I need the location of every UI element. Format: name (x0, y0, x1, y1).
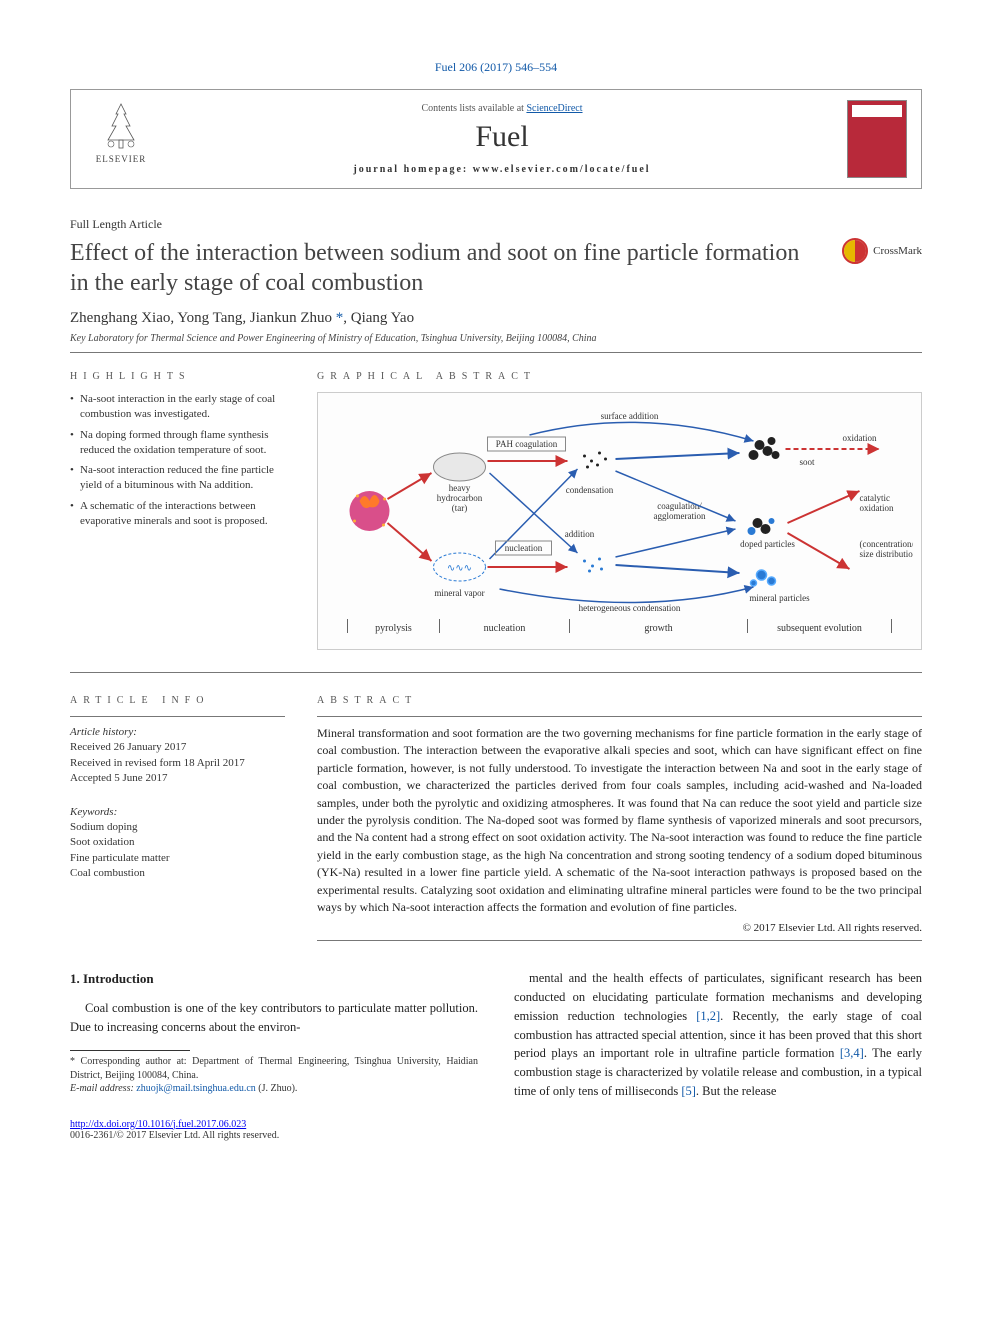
issn-line: 0016-2361/© 2017 Elsevier Ltd. All right… (70, 1130, 922, 1141)
highlights-heading: highlights (70, 371, 285, 382)
ga-heading: graphical abstract (317, 371, 922, 382)
svg-text:oxidation: oxidation (843, 433, 877, 443)
accepted-date: Accepted 5 June 2017 (70, 771, 285, 786)
article-info-heading: article info (70, 695, 285, 706)
sciencedirect-link[interactable]: ScienceDirect (526, 103, 582, 114)
highlight-item: Na-soot interaction reduced the fine par… (70, 463, 285, 493)
ga-stage: nucleation (484, 623, 526, 634)
email-footnote: E-mail address: zhuojk@mail.tsinghua.edu… (70, 1082, 478, 1096)
email-name: (J. Zhuo). (256, 1083, 298, 1094)
keyword: Sodium doping (70, 820, 285, 835)
authors-tail: , Qiang Yao (343, 310, 414, 326)
svg-text:(tar): (tar) (452, 503, 468, 513)
homepage-label: journal homepage: (353, 164, 472, 175)
svg-text:condensation: condensation (566, 485, 614, 495)
email-link[interactable]: zhuojk@mail.tsinghua.edu.cn (136, 1083, 255, 1094)
doi-link[interactable]: http://dx.doi.org/10.1016/j.fuel.2017.06… (70, 1119, 246, 1130)
svg-text:nucleation: nucleation (505, 543, 543, 553)
svg-text:hydrocarbon: hydrocarbon (437, 493, 483, 503)
footnote-divider (70, 1050, 190, 1051)
ref-link[interactable]: [5] (681, 1084, 696, 1098)
svg-text:(concentration/: (concentration/ (860, 539, 914, 549)
received-date: Received 26 January 2017 (70, 740, 285, 755)
contents-prefix: Contents lists available at (421, 103, 526, 114)
journal-header: ELSEVIER Contents lists available at Sci… (70, 89, 922, 189)
highlight-item: Na-soot interaction in the early stage o… (70, 392, 285, 422)
section-heading: 1. Introduction (70, 969, 478, 989)
ga-diagram: pyrolysis nucleation growth subsequent e… (326, 401, 913, 641)
svg-text:heterogeneous condensation: heterogeneous condensation (579, 603, 681, 613)
intro-para-2: mental and the health effects of particu… (514, 969, 922, 1100)
authors-names: Zhenghang Xiao, Yong Tang, Jiankun Zhuo (70, 310, 336, 326)
homepage-line: journal homepage: www.elsevier.com/locat… (157, 164, 847, 175)
graphical-abstract: pyrolysis nucleation growth subsequent e… (317, 392, 922, 650)
keyword: Coal combustion (70, 866, 285, 881)
intro-text: . But the release (696, 1084, 777, 1098)
svg-text:addition: addition (565, 529, 595, 539)
divider (317, 940, 922, 941)
copyright: © 2017 Elsevier Ltd. All rights reserved… (317, 922, 922, 934)
article-type: Full Length Article (70, 217, 922, 232)
highlight-item: Na doping formed through flame synthesis… (70, 428, 285, 458)
keyword: Soot oxidation (70, 835, 285, 850)
ga-stage: subsequent evolution (777, 623, 862, 634)
divider (317, 716, 922, 717)
svg-text:surface addition: surface addition (601, 411, 659, 421)
svg-text:size distribution): size distribution) (860, 549, 914, 559)
history-head: Article history: (70, 725, 285, 740)
abstract-text: Mineral transformation and soot formatio… (317, 725, 922, 916)
highlights-list: Na-soot interaction in the early stage o… (70, 392, 285, 529)
svg-text:soot: soot (800, 457, 816, 467)
contents-line: Contents lists available at ScienceDirec… (157, 103, 847, 114)
journal-cover-icon (847, 100, 907, 178)
svg-text:heavy: heavy (449, 483, 471, 493)
highlight-item: A schematic of the interactions between … (70, 499, 285, 529)
homepage-url: www.elsevier.com/locate/fuel (473, 164, 651, 175)
divider (70, 352, 922, 353)
ga-stage: growth (644, 623, 672, 634)
svg-text:∿∿∿: ∿∿∿ (447, 563, 472, 574)
crossmark-label: CrossMark (873, 245, 922, 257)
authors-line: Zhenghang Xiao, Yong Tang, Jiankun Zhuo … (70, 310, 922, 327)
crossmark-icon (842, 238, 868, 264)
keyword: Fine particulate matter (70, 851, 285, 866)
elsevier-label: ELSEVIER (96, 154, 147, 164)
crossmark-badge[interactable]: CrossMark (842, 238, 922, 264)
svg-text:coagulation/: coagulation/ (657, 501, 702, 511)
intro-para-1: Coal combustion is one of the key contri… (70, 999, 478, 1037)
svg-text:doped particles: doped particles (740, 539, 795, 549)
divider (70, 716, 285, 717)
email-label: E-mail address: (70, 1083, 136, 1094)
revised-date: Received in revised form 18 April 2017 (70, 756, 285, 771)
journal-name: Fuel (157, 120, 847, 154)
keywords-head: Keywords: (70, 805, 285, 820)
article-title: Effect of the interaction between sodium… (70, 238, 822, 298)
ref-link[interactable]: [1,2] (696, 1009, 720, 1023)
svg-text:PAH coagulation: PAH coagulation (496, 439, 558, 449)
svg-text:agglomeration: agglomeration (654, 511, 706, 521)
corresponding-footnote: * Corresponding author at: Department of… (70, 1055, 478, 1082)
elsevier-tree-icon (96, 100, 146, 152)
ref-link[interactable]: [3,4] (840, 1046, 864, 1060)
abstract-heading: abstract (317, 695, 922, 706)
svg-text:mineral particles: mineral particles (749, 593, 810, 603)
elsevier-logo: ELSEVIER (85, 100, 157, 178)
citation-line: Fuel 206 (2017) 546–554 (70, 60, 922, 75)
svg-text:catalytic: catalytic (860, 493, 890, 503)
svg-text:oxidation: oxidation (860, 503, 894, 513)
affiliation: Key Laboratory for Thermal Science and P… (70, 333, 922, 344)
ga-stage: pyrolysis (375, 623, 412, 634)
svg-text:mineral vapor: mineral vapor (434, 588, 484, 598)
